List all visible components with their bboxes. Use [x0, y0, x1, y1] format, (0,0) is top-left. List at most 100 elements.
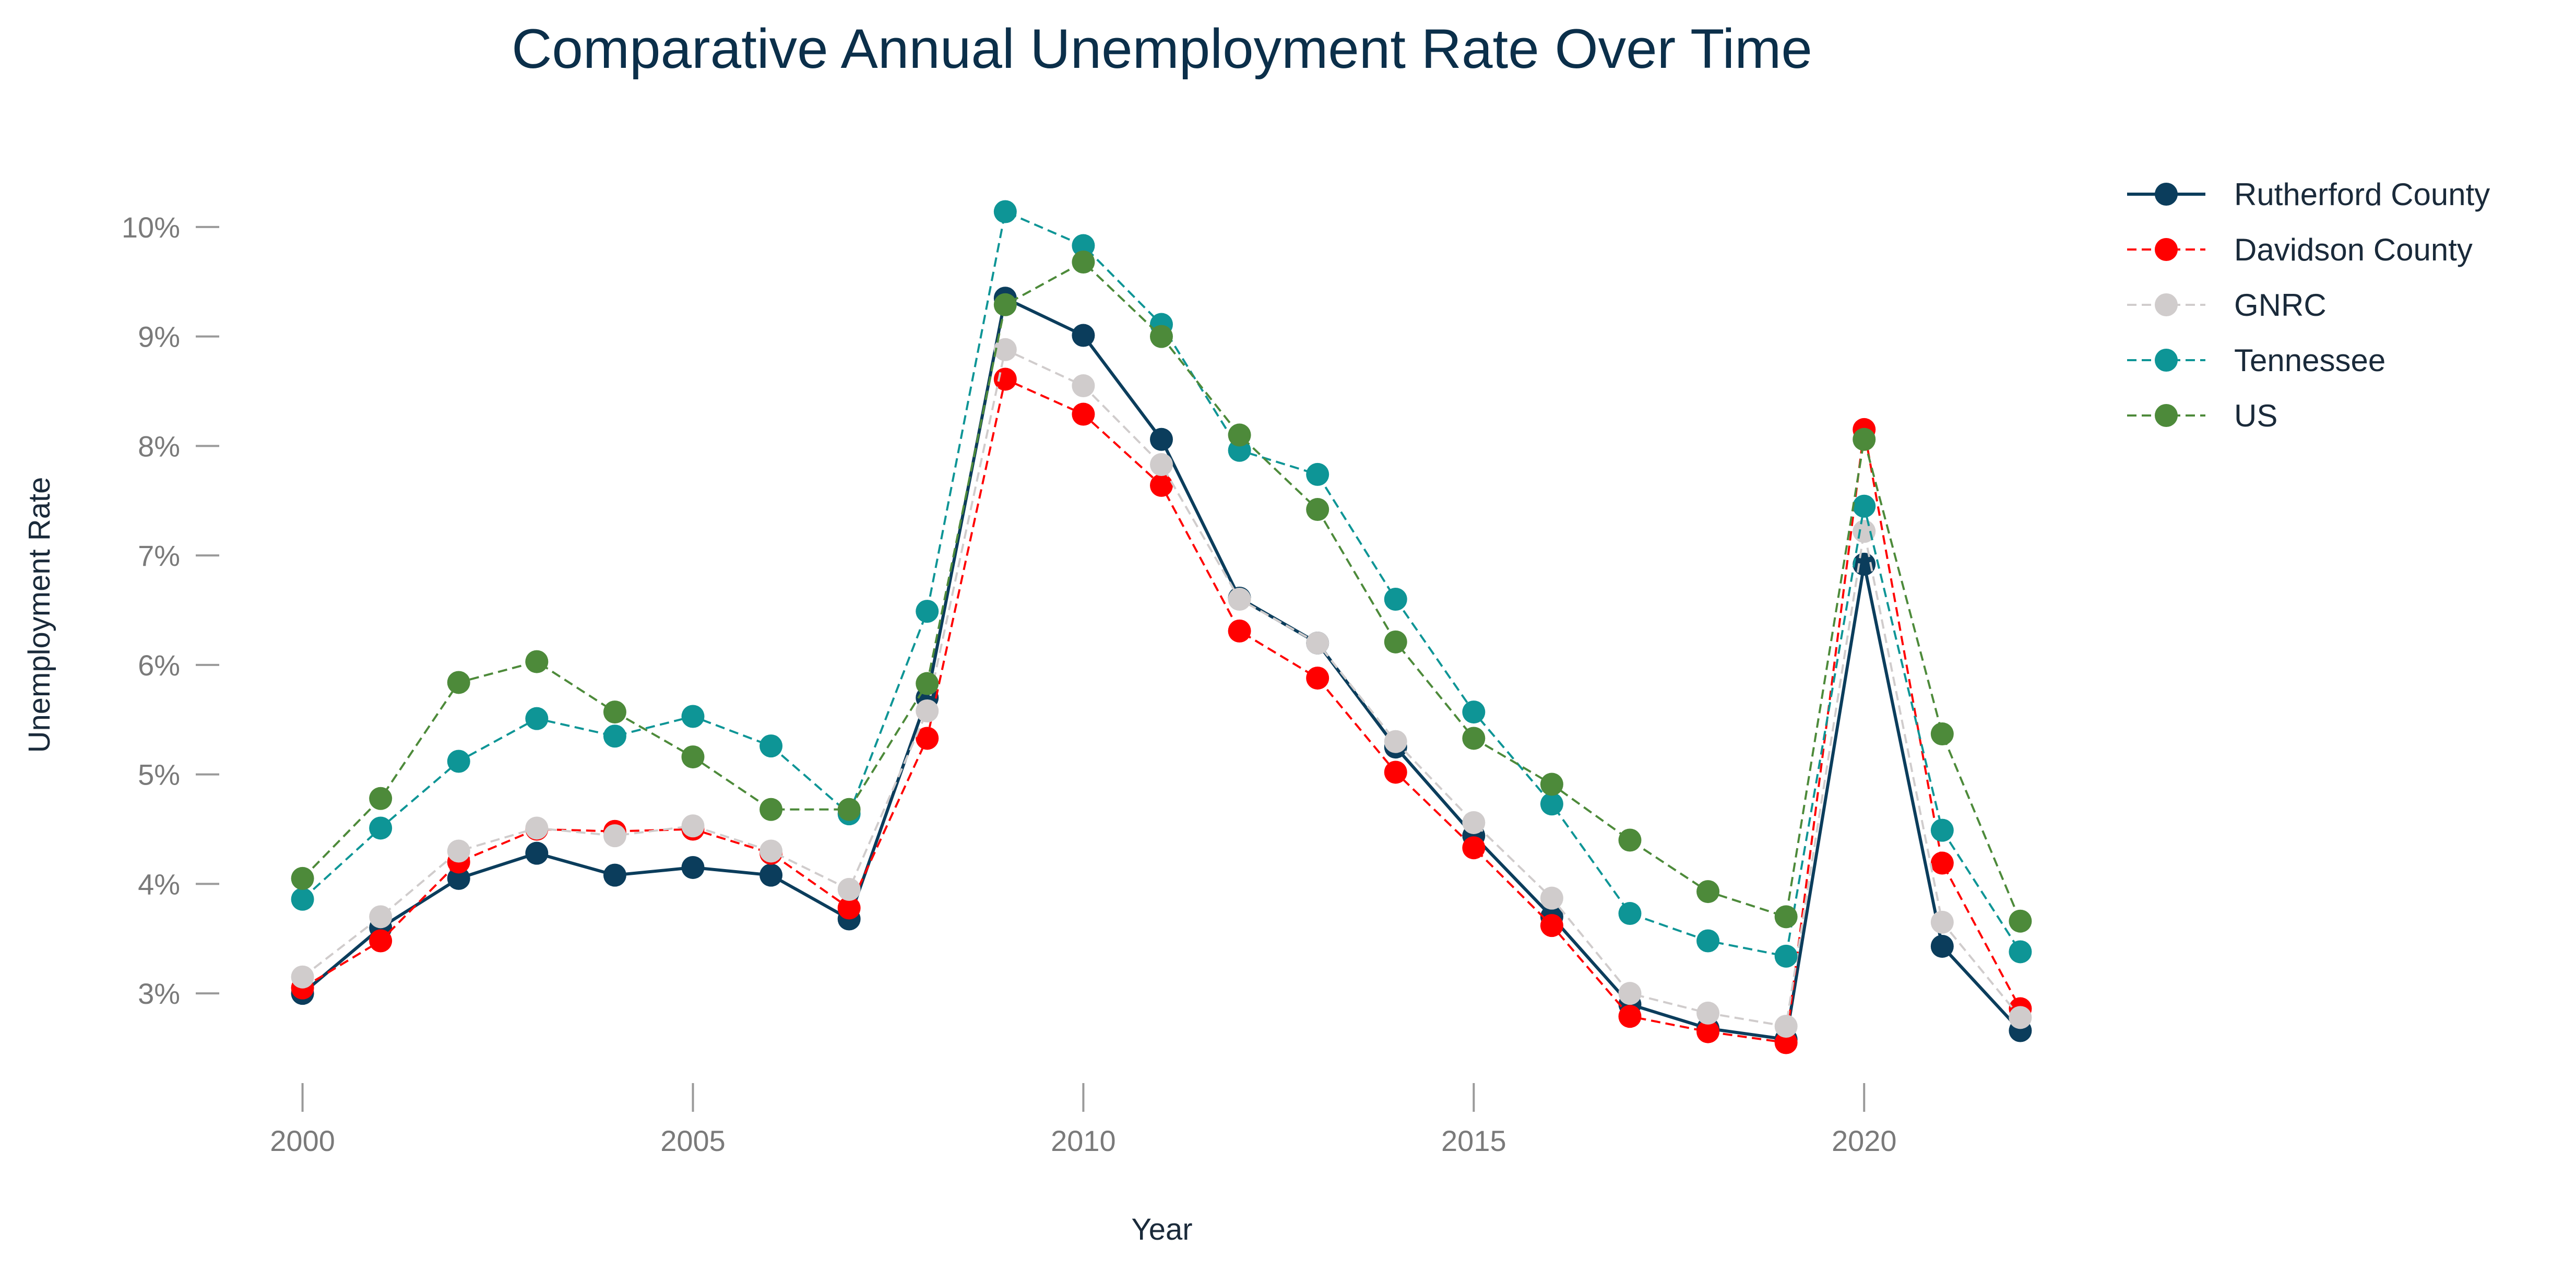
data-point-tennessee	[1930, 818, 1954, 842]
data-point-davidson-county	[369, 929, 393, 953]
data-point-tennessee	[291, 887, 314, 911]
legend-swatch-marker	[2155, 349, 2178, 372]
data-point-rutherford-county	[1853, 552, 1876, 576]
x-tick-label: 2020	[1832, 1124, 1897, 1157]
data-point-tennessee	[525, 707, 549, 730]
data-point-us	[1930, 722, 1954, 746]
legend-item-us: US	[2127, 398, 2277, 433]
data-point-davidson-county	[916, 727, 939, 750]
legend-item-davidson-county: Davidson County	[2127, 232, 2473, 267]
data-point-gnrc	[1072, 374, 1095, 398]
data-point-tennessee	[1540, 792, 1563, 816]
data-point-davidson-county	[1774, 1031, 1798, 1054]
series-rutherford-county	[291, 287, 2032, 1051]
legend-item-gnrc: GNRC	[2127, 288, 2326, 323]
data-point-us	[1696, 880, 1720, 904]
data-point-us	[916, 672, 939, 695]
data-point-davidson-county	[1696, 1020, 1720, 1043]
x-tick-label: 2010	[1051, 1124, 1116, 1157]
data-point-tennessee	[1306, 462, 1329, 486]
series-tennessee	[291, 200, 2032, 968]
y-tick-label: 9%	[138, 320, 180, 353]
plot-area	[291, 200, 2032, 1054]
legend-item-tennessee: Tennessee	[2127, 343, 2385, 378]
data-point-tennessee	[1384, 588, 1407, 611]
data-point-us	[993, 293, 1017, 316]
data-point-gnrc	[1774, 1015, 1798, 1038]
data-point-tennessee	[1774, 944, 1798, 968]
series-line-rutherford-county	[301, 295, 2022, 1041]
data-point-rutherford-county	[1150, 427, 1173, 451]
y-axis: 3% 4% 5% 6% 7% 8% 9% 10%	[122, 211, 219, 1010]
y-tick-label: 6%	[138, 649, 180, 682]
x-axis-label: Year	[1131, 1213, 1192, 1246]
data-point-davidson-county	[837, 896, 861, 920]
y-tick-label: 3%	[138, 977, 180, 1010]
data-point-gnrc	[1462, 811, 1486, 834]
data-point-us	[1462, 727, 1486, 750]
data-point-tennessee	[2009, 940, 2032, 964]
legend-label: Tennessee	[2234, 343, 2385, 378]
data-point-rutherford-county	[1930, 934, 1954, 958]
data-point-davidson-county	[1072, 402, 1095, 426]
y-tick-label: 5%	[138, 758, 180, 791]
legend-swatch-marker	[2155, 183, 2178, 206]
y-tick-label: 4%	[138, 868, 180, 900]
y-tick-label: 7%	[138, 539, 180, 572]
legend-swatch-marker	[2155, 404, 2178, 427]
series-us	[291, 251, 2032, 933]
data-point-gnrc	[603, 824, 626, 848]
data-point-gnrc	[916, 699, 939, 722]
data-point-tennessee	[447, 750, 470, 773]
data-point-tennessee	[759, 734, 783, 758]
data-point-gnrc	[837, 877, 861, 901]
data-point-rutherford-county	[525, 841, 549, 865]
data-point-us	[1306, 498, 1329, 521]
data-point-rutherford-county	[759, 863, 783, 887]
data-point-gnrc	[681, 814, 705, 838]
data-point-gnrc	[1696, 1001, 1720, 1025]
data-point-tennessee	[993, 200, 1017, 223]
series-line-gnrc	[302, 348, 2021, 1028]
data-point-us	[1384, 630, 1407, 654]
data-point-tennessee	[603, 724, 626, 748]
data-point-davidson-county	[1228, 619, 1251, 643]
chart-title: Comparative Annual Unemployment Rate Ove…	[512, 17, 1812, 80]
x-tick-label: 2015	[1441, 1124, 1506, 1157]
data-point-rutherford-county	[447, 866, 470, 890]
data-point-davidson-county	[1930, 851, 1954, 875]
data-point-us	[603, 700, 626, 724]
data-point-gnrc	[1228, 588, 1251, 611]
x-tick-label: 2005	[660, 1124, 726, 1157]
data-point-rutherford-county	[603, 863, 626, 887]
legend-item-rutherford-county: Rutherford County	[2127, 177, 2490, 212]
legend-swatch-marker	[2155, 238, 2178, 261]
data-point-davidson-county	[1462, 836, 1486, 860]
data-point-tennessee	[1853, 494, 1876, 518]
data-point-us	[447, 671, 470, 694]
data-point-tennessee	[916, 600, 939, 623]
data-point-davidson-county	[1618, 1005, 1642, 1028]
data-point-us	[1853, 427, 1876, 451]
data-point-gnrc	[1540, 886, 1563, 910]
data-point-tennessee	[1618, 902, 1642, 925]
data-point-davidson-county	[1306, 667, 1329, 690]
data-point-us	[837, 798, 861, 821]
legend-swatch-marker	[2155, 293, 2178, 316]
legend-label: Rutherford County	[2234, 177, 2490, 212]
data-point-gnrc	[291, 965, 314, 989]
data-point-us	[1072, 251, 1095, 274]
legend-label: Davidson County	[2234, 232, 2473, 267]
data-point-tennessee	[1696, 929, 1720, 953]
legend: Rutherford County Davidson County GNRC Tenn…	[2127, 177, 2490, 433]
data-point-us	[681, 745, 705, 769]
y-axis-label: Unemployment Rate	[22, 477, 56, 753]
data-point-us	[2009, 909, 2032, 933]
data-point-gnrc	[525, 816, 549, 840]
data-point-gnrc	[1306, 631, 1329, 655]
legend-label: GNRC	[2234, 288, 2326, 323]
y-tick-label: 10%	[122, 211, 180, 244]
data-point-tennessee	[369, 816, 393, 840]
data-point-tennessee	[1072, 234, 1095, 257]
data-point-us	[525, 650, 549, 673]
